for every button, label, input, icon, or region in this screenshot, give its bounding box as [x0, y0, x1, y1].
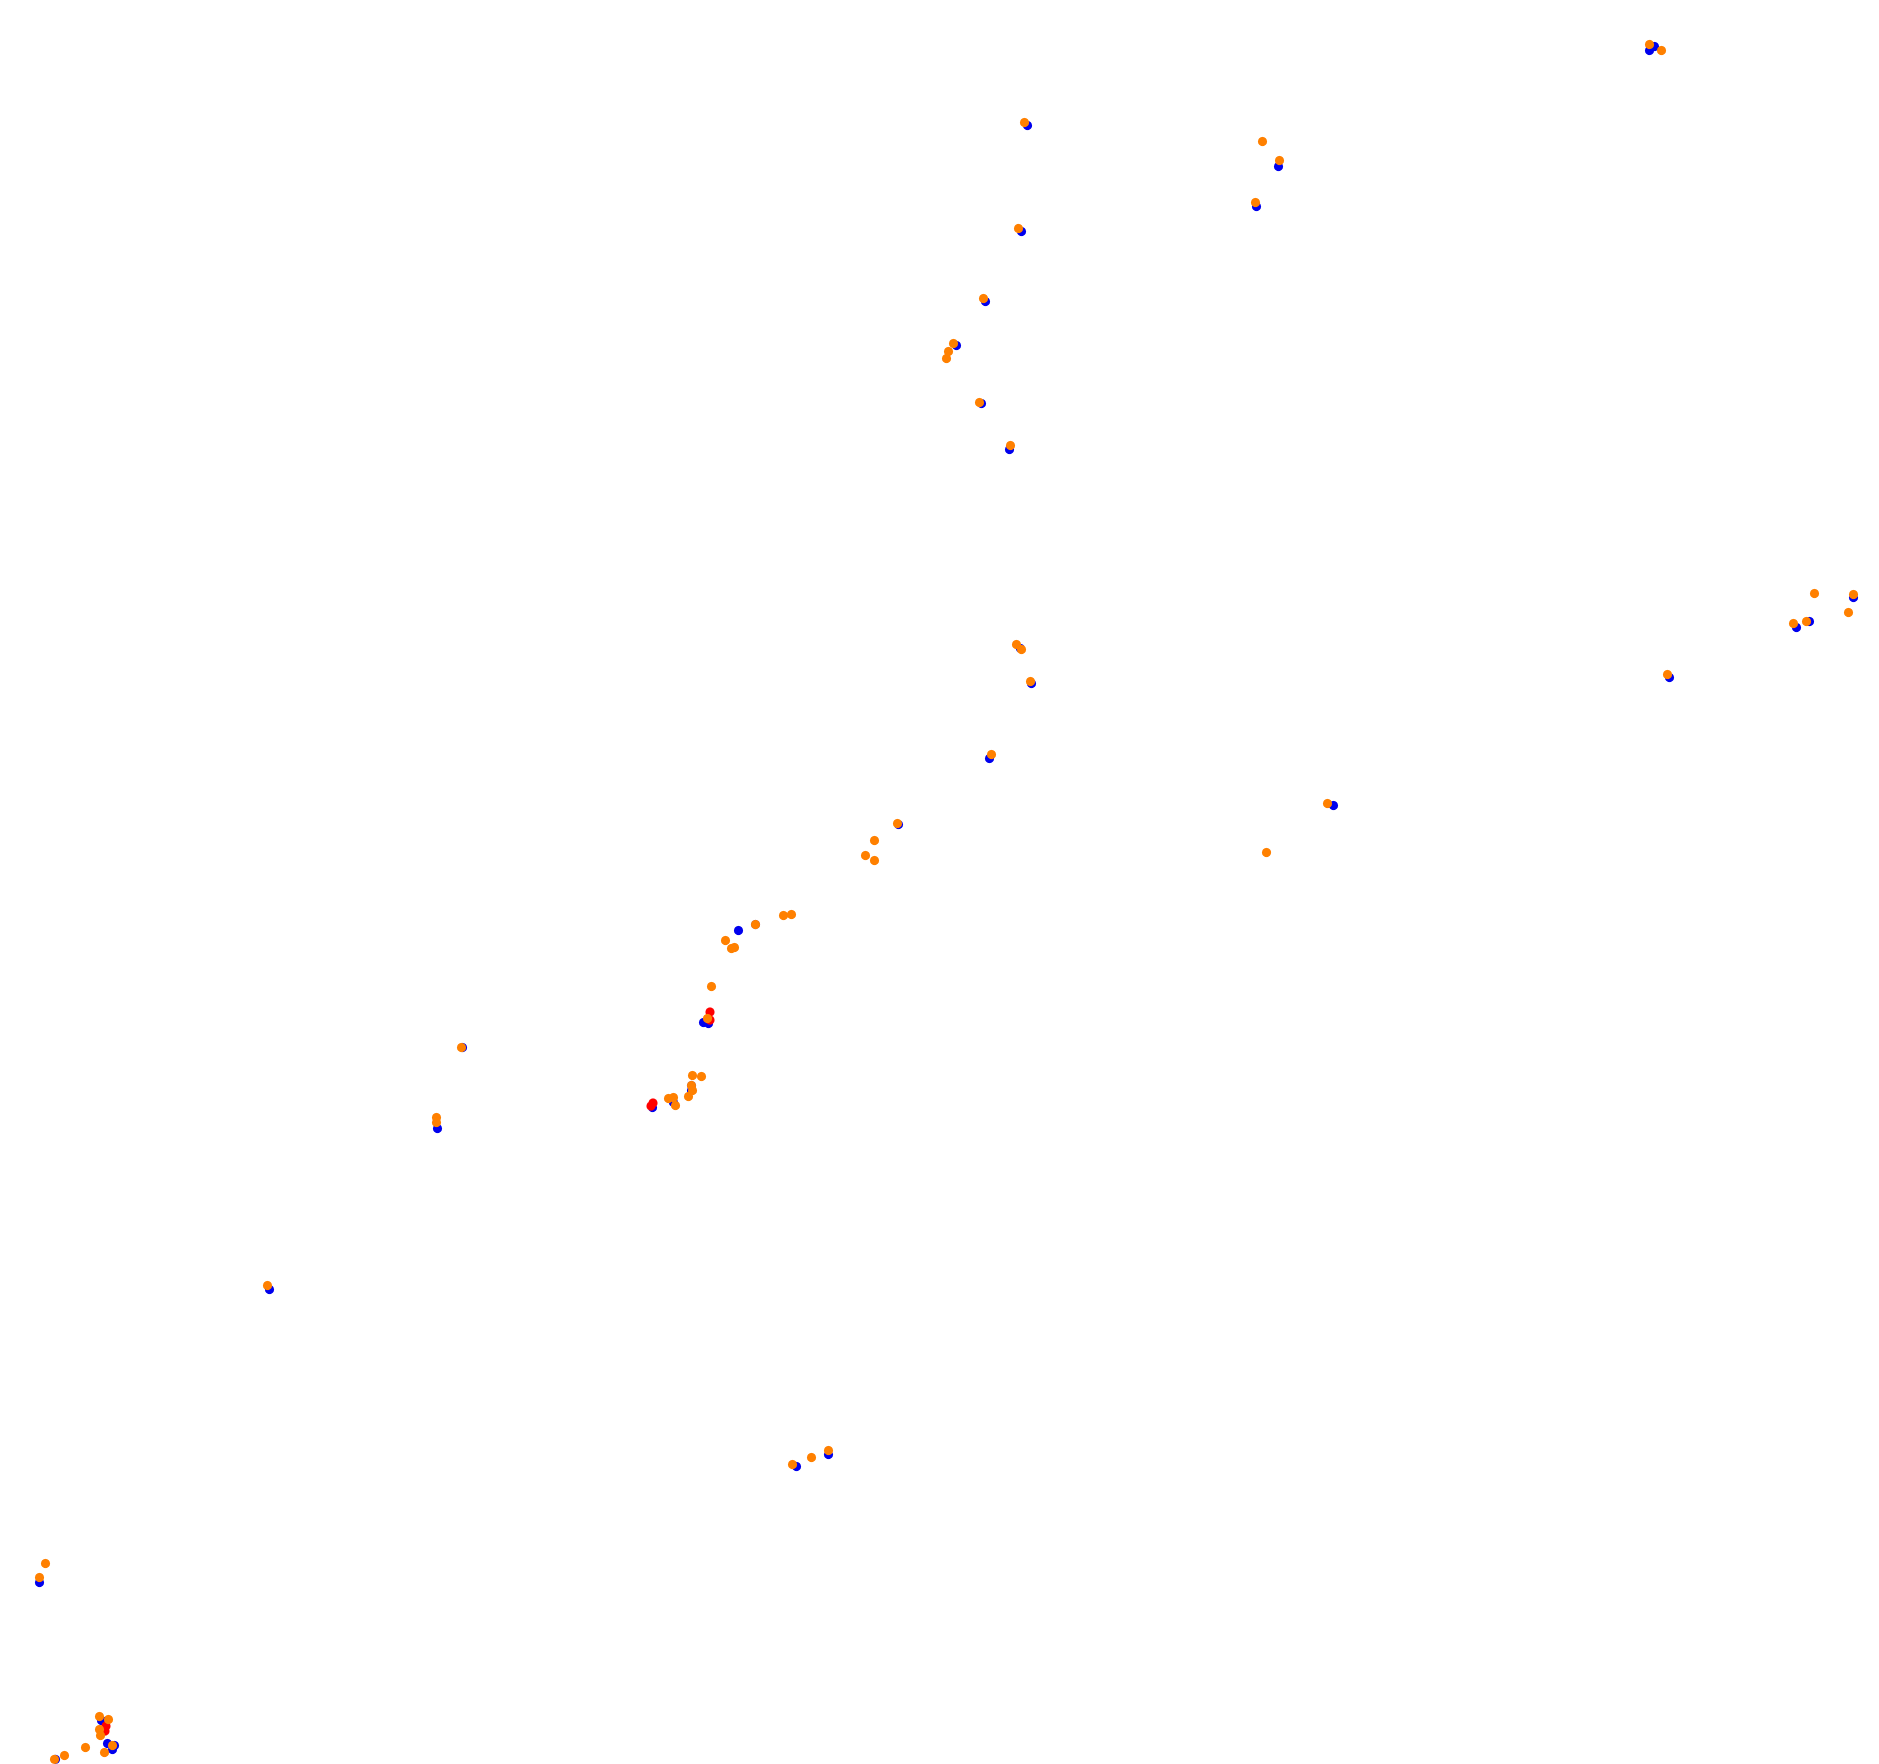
- scatter-point: [40, 1558, 51, 1569]
- scatter-point: [1809, 588, 1820, 599]
- scatter-point: [262, 1280, 273, 1291]
- scatter-point: [646, 1101, 656, 1111]
- scatter-point: [1843, 607, 1854, 618]
- scatter-point: [696, 1071, 707, 1082]
- scatter-point: [750, 919, 761, 930]
- scatter-point: [456, 1042, 467, 1053]
- scatter-point: [431, 1117, 442, 1128]
- scatter-point: [95, 1730, 106, 1741]
- scatter-point: [59, 1750, 70, 1761]
- scatter-point: [686, 1080, 697, 1091]
- scatter-point: [34, 1572, 45, 1583]
- scatter-point: [733, 925, 744, 936]
- scatter-point: [806, 1452, 817, 1463]
- scatter-point: [1788, 618, 1799, 629]
- scatter-point: [687, 1070, 698, 1081]
- series-2: [34, 39, 1859, 1764]
- scatter-point: [702, 1013, 713, 1024]
- scatter-point: [683, 1091, 694, 1102]
- scatter-point: [787, 1459, 798, 1470]
- scatter-point: [892, 818, 903, 829]
- scatter-point: [823, 1445, 834, 1456]
- scatter-point: [860, 850, 871, 861]
- scatter-point: [1662, 669, 1673, 680]
- scatter-point: [49, 1754, 60, 1764]
- scatter-point: [786, 909, 797, 920]
- points-layer: [34, 39, 1859, 1764]
- scatter-point: [1013, 223, 1024, 234]
- scatter-point: [670, 1100, 681, 1111]
- scatter-point: [1261, 847, 1272, 858]
- scatter-point: [1644, 39, 1655, 50]
- scatter-point: [1274, 155, 1285, 166]
- scatter-point: [1322, 798, 1333, 809]
- scatter-point: [869, 835, 880, 846]
- scatter-point: [943, 346, 954, 357]
- scatter-point: [1005, 440, 1016, 451]
- scatter-point: [974, 397, 985, 408]
- scatter-point: [99, 1747, 110, 1758]
- scatter-point: [869, 855, 880, 866]
- scatter-point: [1250, 197, 1261, 208]
- scatter-point: [726, 943, 737, 954]
- scatter-point: [706, 981, 717, 992]
- scatter-point: [107, 1740, 118, 1751]
- scatter-point: [720, 935, 731, 946]
- scatter-point: [948, 338, 959, 349]
- scatter-point: [1019, 117, 1030, 128]
- scatter-point: [778, 910, 789, 921]
- scatter-point: [941, 353, 952, 364]
- scatter-point: [94, 1711, 105, 1722]
- scatter-point: [1257, 136, 1268, 147]
- scatter-point: [1801, 616, 1812, 627]
- scatter-point: [663, 1093, 674, 1104]
- scatter-point: [1656, 45, 1667, 56]
- scatter-point: [978, 293, 989, 304]
- scatter-point: [1025, 676, 1036, 687]
- scatter-point: [1848, 589, 1859, 600]
- scatter-point: [986, 749, 997, 760]
- scatter-point: [80, 1742, 91, 1753]
- scatter-point: [1016, 644, 1027, 655]
- scatter-point: [103, 1714, 114, 1725]
